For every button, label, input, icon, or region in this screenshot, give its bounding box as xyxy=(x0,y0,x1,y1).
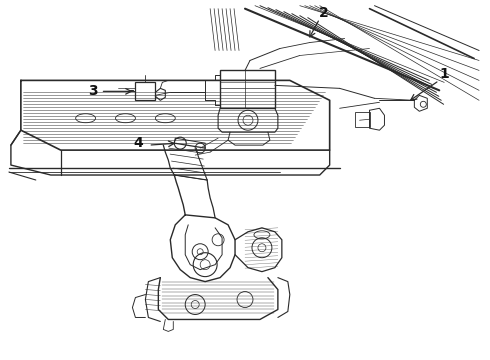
Bar xyxy=(355,112,369,127)
Text: 1: 1 xyxy=(440,67,449,81)
Text: 4: 4 xyxy=(134,136,143,150)
Bar xyxy=(135,82,155,100)
Bar xyxy=(220,71,275,108)
Text: 2: 2 xyxy=(319,6,329,20)
Text: 3: 3 xyxy=(88,84,98,98)
